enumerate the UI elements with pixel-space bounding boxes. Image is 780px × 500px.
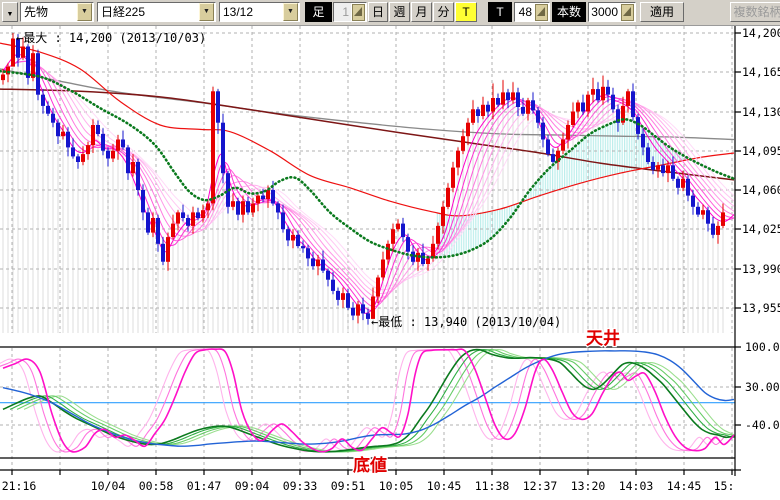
- time-axis-label: 01:47: [187, 479, 222, 493]
- oscillator-axis-label: 30.00: [745, 380, 780, 394]
- interval-stepper[interactable]: 1: [333, 2, 367, 22]
- bar-count-label: 本数: [552, 2, 586, 22]
- price-axis-label: 14,165: [742, 65, 780, 79]
- symbol-select[interactable]: 日経225 ▼: [97, 2, 216, 22]
- ma-green-dotted: [0, 69, 735, 259]
- time-axis-label: 00:58: [139, 479, 174, 493]
- chevron-down-icon[interactable]: ▼: [283, 3, 298, 21]
- chevron-down-icon[interactable]: ▼: [77, 3, 92, 21]
- preset-dropdown-button[interactable]: ▼: [2, 2, 18, 22]
- ma-maroon: [0, 88, 735, 181]
- tick-count-label: T: [488, 2, 512, 22]
- bar-count-stepper[interactable]: 3000: [588, 2, 636, 22]
- time-axis-label: 11:38: [475, 479, 510, 493]
- interval-value: 1: [334, 3, 351, 21]
- instrument-select[interactable]: 先物 ▼: [20, 2, 94, 22]
- price-axis-label: 14,130: [742, 105, 780, 119]
- price-axis-label: 14,060: [742, 183, 780, 197]
- oscillator-axis-label: -40.00: [745, 418, 780, 432]
- time-axis-label: 09:51: [331, 479, 366, 493]
- ma-gray: [0, 68, 735, 141]
- time-axis-label: 15:: [714, 479, 735, 493]
- ma-red: [0, 42, 735, 217]
- symbol-value: 日経225: [101, 5, 146, 19]
- contract-value: 13/12: [223, 5, 254, 19]
- weekly-button[interactable]: 週: [389, 2, 410, 22]
- time-axis-label: 09:33: [283, 479, 318, 493]
- apply-button[interactable]: 適用: [640, 2, 684, 22]
- tick-count-stepper[interactable]: 48: [514, 2, 550, 22]
- daily-button[interactable]: 日: [368, 2, 388, 22]
- axis-lines: [0, 26, 741, 476]
- time-axis-label: 10:05: [379, 479, 414, 493]
- price-axis-label: 14,200: [742, 26, 780, 40]
- bar-type-label: 足: [305, 2, 332, 22]
- time-axis-label: 12:37: [523, 479, 558, 493]
- oscillator-lines: [0, 348, 735, 453]
- max-price-annotation: ←最大 : 14,200 (2013/10/03): [16, 31, 206, 45]
- grid-lines: [0, 26, 735, 470]
- tick-button-active[interactable]: T: [455, 2, 477, 22]
- time-axis-label: 10:45: [427, 479, 462, 493]
- time-axis-label: 14:03: [619, 479, 654, 493]
- spinner-icon[interactable]: [621, 3, 634, 21]
- spinner-icon[interactable]: [352, 3, 365, 21]
- multi-symbol-button-disabled[interactable]: 複数銘柄: [730, 2, 780, 22]
- time-axis-label: 14:45: [667, 479, 702, 493]
- oscillator-axis-label: 100.00: [745, 340, 780, 354]
- oscillator-line: [16, 349, 735, 453]
- oscillator-line: [0, 348, 727, 453]
- price-axis-label: 13,955: [742, 301, 780, 315]
- instrument-value: 先物: [24, 5, 49, 19]
- minute-button[interactable]: 分: [433, 2, 454, 22]
- toolbar: ▼ 先物 ▼ 日経225 ▼ 13/12 ▼ 足 1 日 週 月 分 T T 4…: [0, 0, 780, 26]
- oscillator-line: [2, 350, 735, 447]
- time-axis-label: 21:16: [2, 479, 37, 493]
- candlesticks: [1, 33, 725, 325]
- ceiling-annotation: 天井: [586, 328, 620, 348]
- time-axis-label: 09:04: [235, 479, 270, 493]
- monthly-button[interactable]: 月: [411, 2, 432, 22]
- contract-month-select[interactable]: 13/12 ▼: [219, 2, 300, 22]
- price-axis-label: 14,095: [742, 144, 780, 158]
- spinner-icon[interactable]: [535, 3, 548, 21]
- moving-averages: [0, 42, 735, 314]
- price-axis-label: 14,025: [742, 222, 780, 236]
- oscillator-line: [2, 348, 735, 453]
- chevron-down-icon[interactable]: ▼: [199, 3, 214, 21]
- price-axis-label: 13,990: [742, 262, 780, 276]
- tick-count-value: 48: [518, 5, 532, 19]
- time-axis-label: 13:20: [571, 479, 606, 493]
- chevron-down-icon: ▼: [6, 11, 14, 18]
- oscillator-line: [0, 348, 719, 453]
- bar-count-value: 3000: [591, 5, 618, 19]
- floor-annotation: 底値: [353, 455, 387, 475]
- min-price-annotation: ←最低 : 13,940 (2013/10/04): [371, 315, 561, 329]
- time-axis-label: 10/04: [91, 479, 126, 493]
